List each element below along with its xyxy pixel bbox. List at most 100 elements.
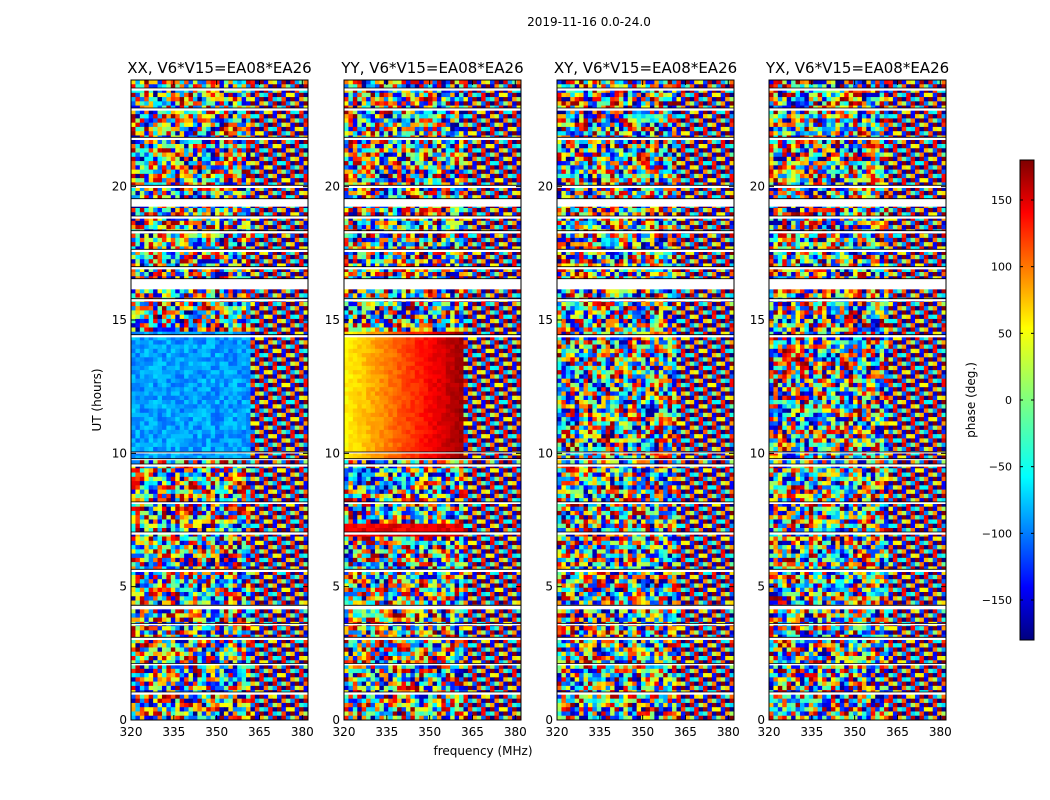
flagged-band (557, 501, 734, 504)
x-tick-label: 320 (333, 725, 356, 739)
panel-frame (343, 79, 522, 721)
flagged-band (131, 278, 308, 290)
panel-title: XX, V6*V15=EA08*EA26 (127, 59, 311, 77)
x-tick-label: 350 (205, 725, 228, 739)
y-tick-label: 15 (750, 313, 765, 327)
flagged-band (557, 464, 734, 467)
y-tick-label: 15 (538, 313, 553, 327)
flagged-band (344, 137, 521, 140)
colorbar-tick-label: 150 (991, 194, 1012, 207)
flagged-band (769, 108, 946, 111)
flagged-band (557, 88, 734, 91)
phase-heatmap-xy (557, 80, 734, 720)
flagged-band (769, 452, 946, 454)
x-tick-label: 380 (717, 725, 740, 739)
y-tick-label: 5 (332, 580, 340, 594)
y-tick-label: 10 (750, 446, 765, 460)
flagged-band (344, 278, 521, 290)
flagged-band (557, 692, 734, 695)
y-tick-label: 0 (119, 713, 127, 727)
y-tick-label: 20 (538, 180, 553, 194)
flagged-band (769, 637, 946, 640)
flagged-band (344, 569, 521, 572)
flagged-band (344, 452, 521, 454)
flagged-band (557, 216, 734, 219)
y-tick-label: 0 (545, 713, 553, 727)
y-tick-label: 20 (325, 180, 340, 194)
flagged-band (344, 249, 521, 252)
flagged-band (131, 230, 308, 234)
y-axis-label: UT (hours) (90, 368, 104, 431)
flagged-band (344, 298, 521, 302)
flagged-band (557, 532, 734, 535)
panel-frame (768, 79, 947, 721)
flagged-band (344, 458, 521, 461)
flagged-band (131, 88, 308, 91)
flagged-band (344, 464, 521, 467)
y-tick-label: 10 (538, 446, 553, 460)
flagged-band (344, 230, 521, 234)
phase-heatmap-yy (344, 80, 521, 720)
flagged-band (344, 334, 521, 338)
colorbar-tick-label: −150 (982, 594, 1012, 607)
flagged-band (769, 185, 946, 188)
y-tick-label: 20 (750, 180, 765, 194)
flagged-band (557, 623, 734, 626)
flagged-band (769, 569, 946, 572)
flagged-band (344, 605, 521, 610)
flagged-band (344, 663, 521, 666)
x-tick-label: 380 (504, 725, 527, 739)
flagged-band (769, 298, 946, 302)
flagged-band (344, 501, 521, 504)
flagged-band (131, 458, 308, 461)
x-tick-label: 335 (162, 725, 185, 739)
flagged-band (557, 230, 734, 234)
flagged-band (769, 605, 946, 610)
flagged-band (344, 266, 521, 270)
colorbar-tick-label: −100 (982, 527, 1012, 540)
colorbar-label: phase (deg.) (964, 362, 978, 438)
x-tick-label: 365 (248, 725, 271, 739)
flagged-band (769, 216, 946, 219)
flagged-band (769, 458, 946, 461)
flagged-band (557, 278, 734, 290)
flagged-band (557, 108, 734, 111)
flagged-band (131, 569, 308, 572)
x-tick-label: 380 (291, 725, 314, 739)
colorbar-tick-label: 0 (1005, 394, 1012, 407)
flagged-band (344, 185, 521, 188)
flagged-band (557, 637, 734, 640)
flagged-band (769, 692, 946, 695)
flagged-band (131, 298, 308, 302)
flagged-band (131, 108, 308, 111)
flagged-band (557, 569, 734, 572)
x-tick-label: 350 (418, 725, 441, 739)
flagged-band (131, 623, 308, 626)
flagged-band (769, 278, 946, 290)
panel-xx: XX, V6*V15=EA08*EA26 320 335 350 365 380 0 5 10 1… (112, 59, 314, 739)
panel-frame (130, 79, 309, 721)
colorbar: phase (deg.) −150 −100 −50 0 50 100 150 (964, 159, 1035, 641)
flagged-band (344, 692, 521, 695)
flagged-band (769, 249, 946, 252)
flagged-band (557, 266, 734, 270)
flagged-band (769, 88, 946, 91)
flagged-band (131, 452, 308, 454)
x-tick-label: 320 (546, 725, 569, 739)
y-tick-label: 10 (112, 446, 127, 460)
panel-yx: YX, V6*V15=EA08*EA26 320 335 350 365 380 0 5 10 1… (750, 59, 952, 739)
flagged-band (557, 185, 734, 188)
flagged-band (344, 637, 521, 640)
flagged-band (557, 334, 734, 338)
flagged-band (769, 137, 946, 140)
phase-heatmap-yx (769, 80, 946, 720)
x-tick-label: 335 (588, 725, 611, 739)
flagged-band (131, 198, 308, 207)
flagged-band (344, 216, 521, 219)
y-tick-label: 20 (112, 180, 127, 194)
flagged-band (769, 334, 946, 338)
flagged-band (131, 663, 308, 666)
flagged-band (769, 266, 946, 270)
x-tick-label: 365 (674, 725, 697, 739)
